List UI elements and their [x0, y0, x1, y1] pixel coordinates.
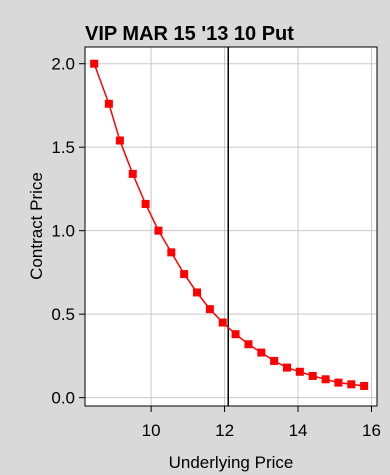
y-axis-label: Contract Price — [27, 172, 46, 280]
data-point-marker — [218, 318, 227, 327]
data-point-marker — [321, 375, 330, 384]
data-point-marker — [141, 199, 150, 208]
data-point-marker — [231, 330, 240, 339]
y-axis-ticks: 0.0 0.5 1.0 1.5 2.0 — [51, 55, 85, 408]
y-tick-label: 1.5 — [51, 138, 75, 157]
chart-title: VIP MAR 15 '13 10 Put — [85, 23, 294, 45]
data-point-marker — [283, 363, 292, 372]
x-axis-label: Underlying Price — [169, 453, 294, 472]
data-point-marker — [90, 59, 99, 68]
data-point-marker — [295, 367, 304, 376]
data-point-marker — [128, 169, 137, 178]
data-point-marker — [115, 136, 124, 145]
data-point-marker — [104, 99, 113, 108]
data-point-marker — [180, 270, 189, 279]
y-tick-label: 2.0 — [51, 55, 75, 74]
series-put-price — [90, 59, 369, 390]
data-point-marker — [360, 381, 369, 390]
data-point-marker — [154, 226, 163, 235]
data-point-marker — [270, 356, 279, 365]
data-point-marker — [205, 305, 214, 314]
y-tick-label: 0.5 — [51, 305, 75, 324]
plot-border — [84, 46, 378, 407]
x-tick-label: 14 — [289, 421, 308, 440]
data-point-marker — [257, 348, 266, 357]
data-point-marker — [334, 378, 343, 387]
x-axis-ticks: 10 12 14 16 — [142, 406, 381, 440]
data-point-marker — [167, 248, 176, 257]
grid — [84, 46, 378, 407]
plot-area — [84, 46, 378, 407]
data-point-marker — [193, 288, 202, 297]
x-tick-label: 12 — [215, 421, 234, 440]
series-line — [93, 63, 365, 387]
data-point-marker — [244, 340, 253, 349]
x-tick-label: 10 — [142, 421, 161, 440]
data-point-marker — [308, 371, 317, 380]
x-tick-label: 16 — [362, 421, 381, 440]
y-tick-label: 1.0 — [51, 222, 75, 241]
data-point-marker — [347, 380, 356, 389]
y-tick-label: 0.0 — [51, 389, 75, 408]
